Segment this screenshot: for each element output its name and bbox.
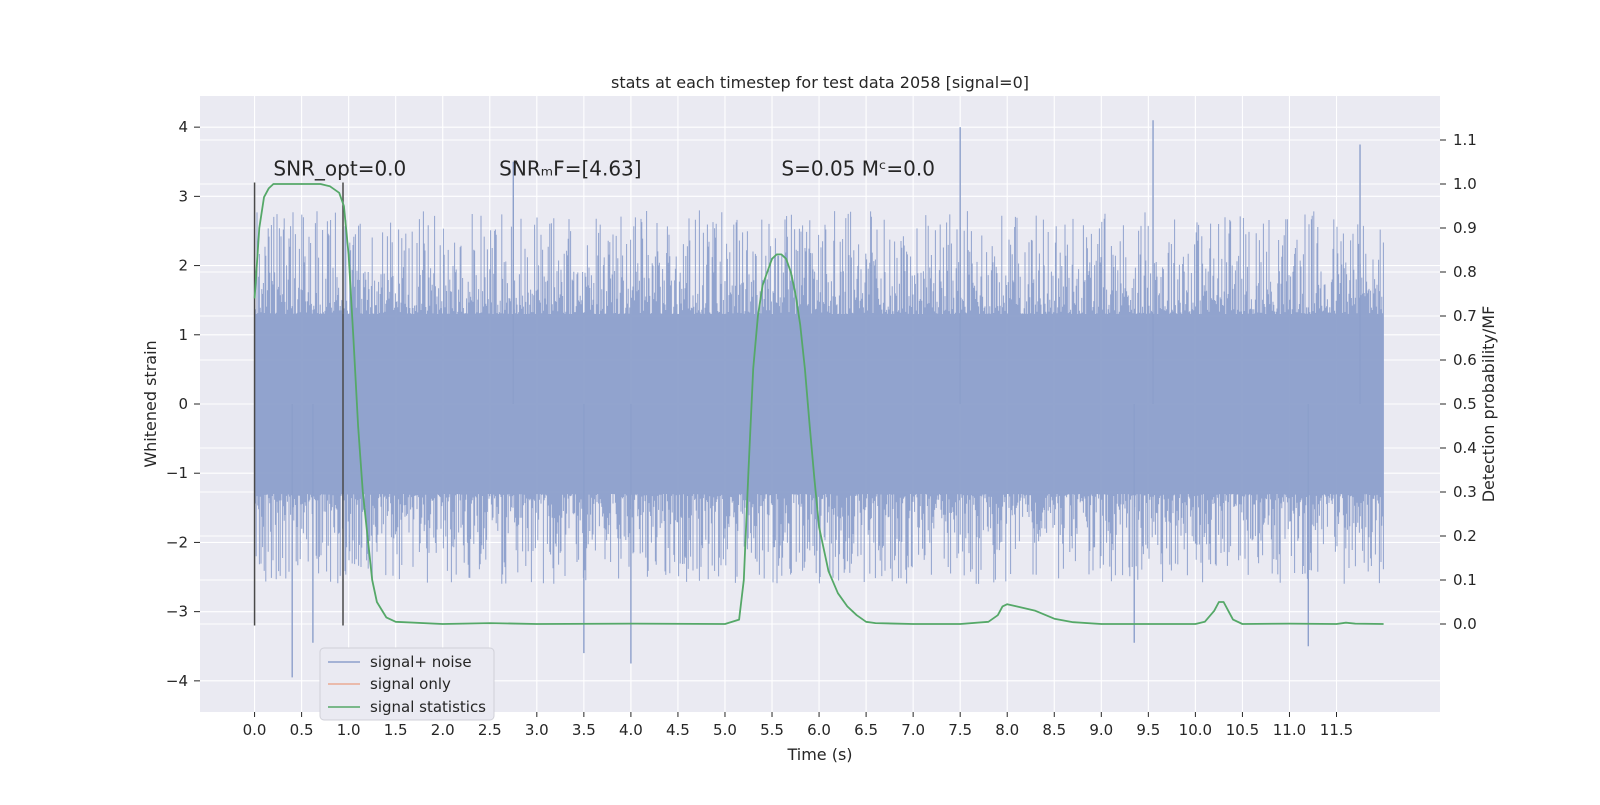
y-right-tick-label: 0.4: [1453, 439, 1477, 457]
y-left-tick-label: 4: [178, 118, 188, 136]
legend-label-signal-plus-noise: signal+ noise: [370, 653, 472, 671]
legend: signal+ noise signal only signal statist…: [319, 647, 495, 721]
legend-label-signal-only: signal only: [370, 675, 451, 693]
x-tick-label: 8.0: [995, 721, 1019, 739]
vertical-lines: [253, 182, 344, 626]
x-tick-label: 7.0: [901, 721, 925, 739]
annotation-s-mc: S=0.05 Mᶜ=0.0: [781, 157, 935, 181]
y-left-tick-labels: −4 −3 −2 −1 0 1 2 3 4: [166, 118, 200, 690]
y-right-tick-label: 1.0: [1453, 175, 1477, 193]
y-right-tick-labels: 0.0 0.1 0.2 0.3 0.4 0.5 0.6 0.7 0.8 0.9 1.0 1.1: [1440, 131, 1477, 633]
y-right-axis-label: Detection probability/MF: [1479, 306, 1498, 503]
y-left-tick-label: 0: [178, 395, 188, 413]
x-tick-label: 2.0: [431, 721, 455, 739]
x-tick-label: 0.5: [290, 721, 314, 739]
legend-label-signal-statistics: signal statistics: [370, 698, 486, 716]
y-right-tick-label: 0.3: [1453, 483, 1477, 501]
y-right-tick-label: 0.0: [1453, 615, 1477, 633]
x-tick-labels: 0.0 0.5 1.0 1.5 2.0 2.5 3.0 3.5 4.0 4.5 5.0 5.5 6.0 6…: [243, 712, 1353, 739]
x-tick-label: 6.0: [807, 721, 831, 739]
annotations: SNR_opt=0.0 SNRₘF=[4.63] S=0.05 Mᶜ=0.0: [273, 157, 935, 181]
x-tick-label: 9.0: [1089, 721, 1113, 739]
y-left-tick-label: −4: [166, 672, 188, 690]
statistics-line: [253, 183, 1384, 625]
y-right-tick-label: 0.7: [1453, 307, 1477, 325]
y-right-tick-label: 0.8: [1453, 263, 1477, 281]
y-right-tick-label: 0.9: [1453, 219, 1477, 237]
y-left-tick-label: 3: [178, 187, 188, 205]
x-tick-label: 4.0: [619, 721, 643, 739]
y-right-tick-label: 0.6: [1453, 351, 1477, 369]
x-tick-label: 9.5: [1136, 721, 1160, 739]
y-left-tick-label: −2: [166, 533, 188, 551]
x-tick-label: 10.0: [1179, 721, 1212, 739]
x-tick-label: 3.5: [572, 721, 596, 739]
x-tick-label: 5.5: [760, 721, 784, 739]
x-tick-label: 5.0: [713, 721, 737, 739]
series-signal-plus-noise: [254, 120, 1384, 678]
x-tick-label: 10.5: [1226, 721, 1259, 739]
x-tick-label: 7.5: [948, 721, 972, 739]
x-tick-label: 4.5: [666, 721, 690, 739]
x-tick-label: 1.0: [337, 721, 361, 739]
x-tick-label: 11.0: [1273, 721, 1306, 739]
x-tick-label: 3.0: [525, 721, 549, 739]
annotation-snr-mf: SNRₘF=[4.63]: [499, 157, 641, 181]
y-left-tick-label: 1: [178, 326, 188, 344]
legend-box: [319, 647, 495, 721]
y-left-tick-label: −3: [166, 603, 188, 621]
x-tick-label: 1.5: [384, 721, 408, 739]
y-left-tick-label: −1: [166, 464, 188, 482]
y-right-tick-label: 0.5: [1453, 395, 1477, 413]
x-tick-label: 2.5: [478, 721, 502, 739]
x-tick-label: 8.5: [1042, 721, 1066, 739]
y-right-tick-label: 0.1: [1453, 571, 1477, 589]
series-signal-statistics: [253, 183, 1384, 625]
x-axis-label: Time (s): [786, 745, 852, 764]
annotation-snr-opt: SNR_opt=0.0: [273, 157, 406, 181]
y-left-tick-label: 2: [178, 257, 188, 275]
y-right-tick-label: 0.2: [1453, 527, 1477, 545]
x-tick-label: 0.0: [243, 721, 267, 739]
y-right-tick-label: 1.1: [1453, 131, 1477, 149]
x-tick-label: 6.5: [854, 721, 878, 739]
x-tick-label: 11.5: [1320, 721, 1353, 739]
y-left-axis-label: Whitened strain: [141, 340, 160, 467]
chart-title: stats at each timestep for test data 205…: [611, 73, 1029, 92]
